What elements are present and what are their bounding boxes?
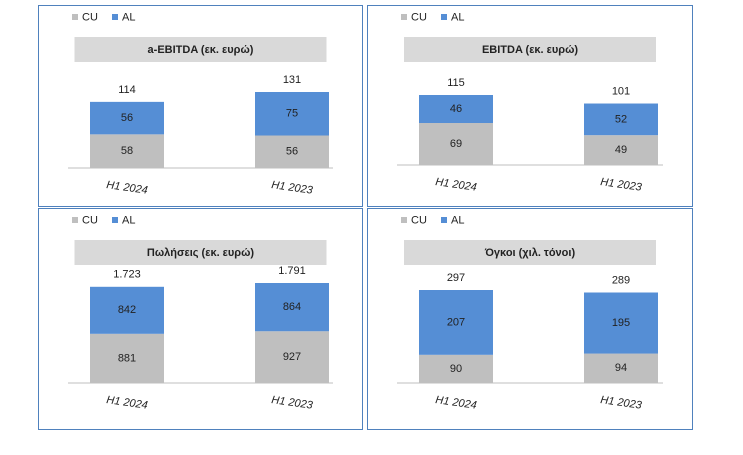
total-label: 1.791 (278, 265, 306, 277)
panel-border (38, 208, 363, 430)
total-label: 131 (283, 74, 301, 86)
value-label: 864 (283, 301, 301, 313)
value-label: 207 (447, 316, 465, 328)
legend-label: CU (411, 214, 427, 226)
bar-segment (419, 123, 493, 165)
value-label: 46 (450, 103, 462, 115)
bar-segment (255, 135, 329, 168)
value-label: 56 (121, 112, 133, 124)
bar-segment (584, 135, 658, 165)
value-label: 49 (615, 144, 627, 156)
legend-swatch (401, 217, 407, 223)
legend-swatch (112, 217, 118, 223)
bar-segment (584, 292, 658, 354)
value-label: 842 (118, 304, 136, 316)
value-label: 881 (118, 352, 136, 364)
bar-segment (90, 286, 164, 334)
value-label: 56 (286, 146, 298, 158)
bar-segment (90, 333, 164, 383)
x-tick-label: H1 2024 (435, 176, 478, 194)
value-label: 75 (286, 108, 298, 120)
bar-segment (90, 101, 164, 135)
legend-label: CU (82, 11, 98, 23)
chart-title: Όγκοι (χιλ. τόνοι) (484, 247, 576, 259)
bar-segment (584, 353, 658, 383)
total-label: 115 (447, 77, 465, 89)
chart-title: a-EBITDA (εκ. ευρώ) (148, 44, 254, 56)
chart-panel: CU AL EBITDA (εκ. ευρώ) 69 46 115 H1 2024 49 52 1… (367, 5, 693, 207)
bar-segment (90, 134, 164, 168)
panel-border (38, 5, 363, 207)
x-tick-label: H1 2023 (600, 176, 644, 194)
legend-swatch (72, 14, 78, 20)
legend-swatch (441, 217, 447, 223)
value-label: 94 (615, 362, 627, 374)
bar-segment (255, 283, 329, 332)
chart-title: Πωλήσεις (εκ. ευρώ) (147, 247, 255, 259)
legend-swatch (401, 14, 407, 20)
panel-border (367, 208, 693, 430)
x-tick-label: H1 2024 (435, 394, 478, 412)
total-label: 1.723 (113, 269, 141, 281)
value-label: 52 (615, 113, 627, 125)
chart-title: EBITDA (εκ. ευρώ) (482, 44, 578, 56)
title-box (404, 240, 656, 265)
title-box (404, 37, 656, 62)
legend-label: AL (122, 11, 135, 23)
legend-swatch (112, 14, 118, 20)
value-label: 58 (121, 145, 133, 157)
x-tick-label: H1 2023 (271, 394, 315, 412)
bar-segment (584, 103, 658, 136)
value-label: 927 (283, 351, 301, 363)
x-tick-label: H1 2023 (271, 179, 315, 197)
x-tick-label: H1 2024 (106, 179, 149, 197)
legend-label: AL (451, 214, 464, 226)
bar-segment (255, 92, 329, 136)
x-tick-label: H1 2023 (600, 394, 644, 412)
panel-border (367, 5, 693, 207)
chart-panel: CU AL a-EBITDA (εκ. ευρώ) 58 56 114 H1 2024 56 7… (38, 5, 363, 207)
value-label: 69 (450, 138, 462, 150)
legend-label: AL (451, 11, 464, 23)
legend-label: CU (411, 11, 427, 23)
legend-swatch (441, 14, 447, 20)
legend-swatch (72, 217, 78, 223)
value-label: 195 (612, 317, 630, 329)
bar-segment (419, 354, 493, 383)
total-label: 101 (612, 85, 630, 97)
bar-segment (419, 95, 493, 123)
x-tick-label: H1 2024 (106, 394, 149, 412)
total-label: 297 (447, 272, 465, 284)
total-label: 114 (118, 84, 136, 96)
chart-panel: CU AL Πωλήσεις (εκ. ευρώ) 881 842 1.723 H1 202… (38, 208, 363, 430)
legend-label: AL (122, 214, 135, 226)
title-box (74, 240, 327, 265)
legend-label: CU (82, 214, 98, 226)
chart-panel: CU AL Όγκοι (χιλ. τόνοι) 90 207 297 H1 2024 94 1… (367, 208, 693, 430)
bar-segment (255, 331, 329, 383)
value-label: 90 (450, 363, 462, 375)
total-label: 289 (612, 274, 630, 286)
title-box (74, 37, 327, 62)
bar-segment (419, 290, 493, 355)
